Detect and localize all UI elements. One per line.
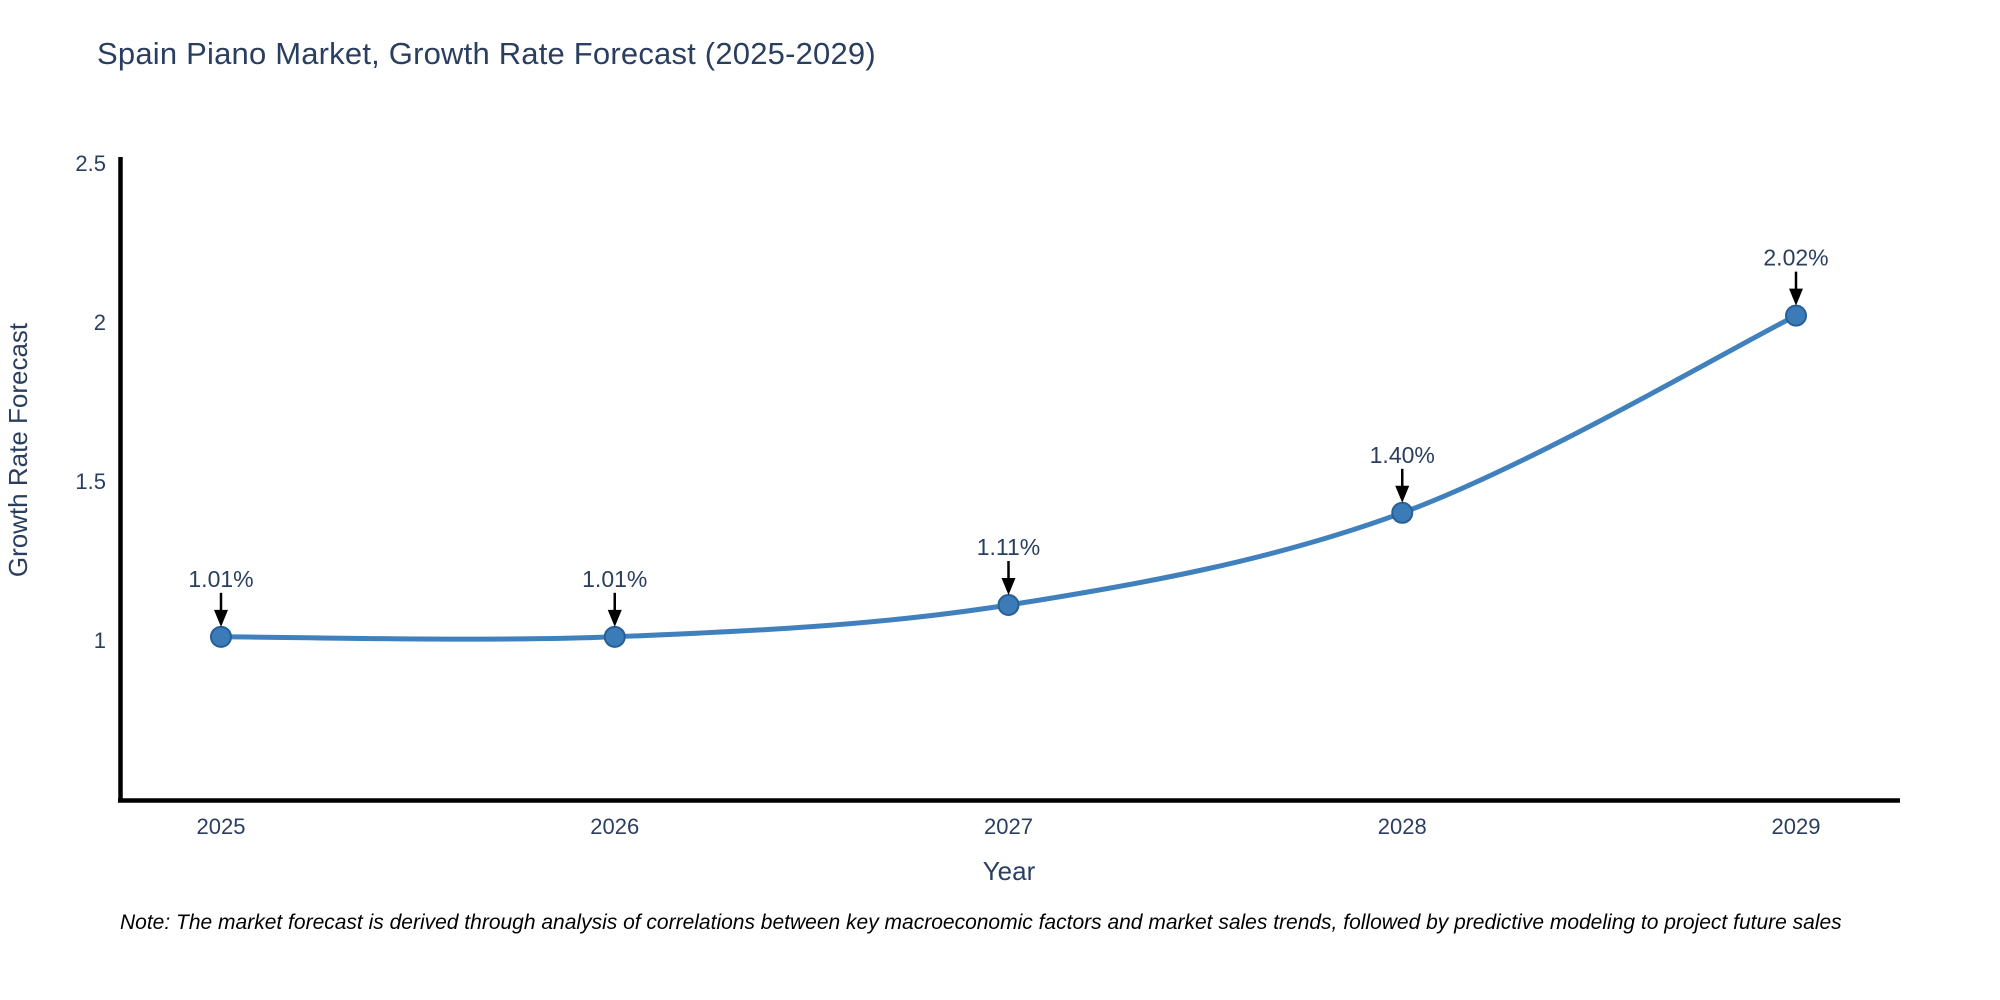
axes-layer	[118, 157, 1900, 803]
y-tick-label: 2.5	[75, 151, 106, 176]
y-tick-label: 1.5	[75, 469, 106, 494]
annotation-arrowhead-icon	[214, 609, 228, 627]
x-tick-label: 2027	[984, 814, 1033, 839]
series-layer	[210, 304, 1807, 648]
data-point-marker[interactable]	[997, 594, 1020, 617]
data-point-marker[interactable]	[1785, 304, 1807, 327]
y-tick-label: 1	[94, 628, 106, 653]
footnote: Note: The market forecast is derived thr…	[120, 911, 1842, 934]
annotation-arrowhead-icon	[1395, 485, 1410, 503]
data-point-marker[interactable]	[1391, 501, 1414, 524]
x-tick-label: 2026	[590, 814, 639, 839]
point-annotation-label: 2.02%	[1763, 245, 1828, 271]
chart-title: Spain Piano Market, Growth Rate Forecast…	[97, 36, 876, 71]
data-point-marker[interactable]	[603, 625, 626, 648]
x-tick-label: 2029	[1772, 814, 1821, 839]
y-axis-title: Growth Rate Forecast	[3, 322, 33, 577]
x-axis-title: Year	[983, 856, 1036, 886]
x-tick-label: 2025	[197, 814, 246, 839]
annotation-arrowhead-icon	[607, 609, 622, 627]
point-annotation-label: 1.40%	[1370, 442, 1435, 468]
tick-layer: 2.5 2 1.5 1 2025 2026 2027 2028 2029	[75, 151, 1820, 839]
annotation-arrowhead-icon	[1001, 578, 1016, 596]
data-point-marker[interactable]	[210, 625, 232, 648]
y-tick-label: 2	[94, 310, 106, 335]
point-annotation-label: 1.01%	[188, 566, 253, 592]
x-tick-label: 2028	[1378, 814, 1427, 839]
point-annotation-label: 1.11%	[977, 534, 1041, 560]
annotation-arrowhead-icon	[1789, 288, 1803, 306]
annotation-layer: 1.01% 1.01% 1.11% 1.40% 2.02%	[188, 245, 1829, 627]
point-annotation-label: 1.01%	[582, 566, 647, 592]
